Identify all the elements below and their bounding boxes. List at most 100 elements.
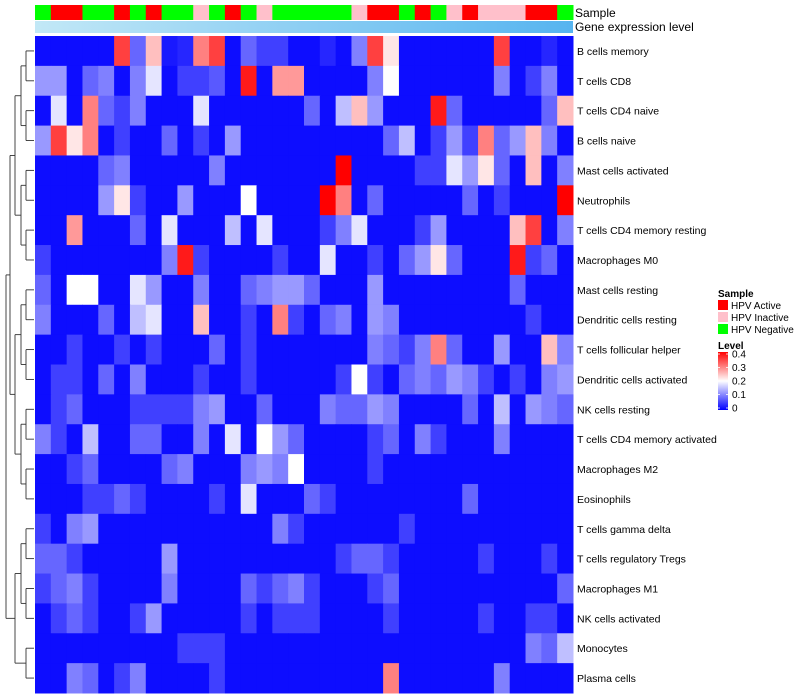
heatmap-cell	[66, 603, 83, 634]
heatmap-cell	[193, 155, 210, 186]
heatmap-cell	[161, 185, 178, 216]
heatmap-cell	[319, 274, 337, 306]
heatmap-cell	[114, 95, 131, 127]
sample-annotation-cell	[462, 5, 479, 20]
heatmap-cell	[398, 603, 416, 634]
heatmap-cell	[66, 663, 83, 694]
heatmap-cell	[335, 394, 352, 425]
heatmap-cell	[351, 95, 368, 127]
heatmap-cell	[82, 185, 99, 216]
heatmap-cell	[414, 543, 432, 575]
row-label: Macrophages M1	[577, 583, 658, 595]
heatmap-cell	[114, 424, 131, 455]
heatmap-cell	[66, 274, 83, 306]
heatmap-cell	[351, 394, 368, 425]
heatmap-cell	[462, 394, 479, 425]
heatmap-cell	[256, 185, 273, 216]
heatmap-cell	[240, 334, 258, 365]
heatmap-cell	[541, 334, 558, 365]
heatmap-cell	[256, 513, 273, 545]
heatmap-cell	[177, 663, 194, 694]
heatmap-cell	[493, 364, 511, 395]
heatmap-cell	[398, 125, 416, 156]
heatmap-cell	[509, 633, 527, 664]
heatmap-cell	[288, 304, 305, 336]
heatmap-cell	[351, 155, 368, 186]
heatmap-cell	[367, 543, 384, 575]
heatmap-cell	[224, 603, 242, 634]
heatmap-cell	[541, 65, 558, 97]
heatmap-cell	[541, 603, 558, 634]
heatmap-cell	[414, 513, 432, 545]
heatmap-cell	[50, 513, 68, 545]
heatmap-cell	[50, 543, 68, 575]
heatmap-cell	[129, 274, 147, 306]
heatmap-cell	[304, 483, 321, 515]
heatmap-cell	[525, 573, 542, 604]
heatmap-cell	[430, 483, 447, 515]
heatmap-cell	[161, 483, 178, 515]
heatmap-cell	[66, 424, 83, 455]
heatmap-cell	[66, 304, 83, 336]
heatmap-cell	[82, 663, 99, 694]
heatmap-cell	[319, 454, 337, 485]
heatmap-cell	[193, 454, 210, 485]
heatmap-cell	[177, 334, 194, 365]
heatmap-cell	[430, 215, 447, 246]
heatmap-cell	[240, 573, 258, 604]
heatmap-cell	[525, 394, 542, 425]
heatmap-cell	[98, 185, 115, 216]
heatmap-cell	[319, 155, 337, 186]
heatmap-cell	[256, 95, 273, 127]
heatmap-cell	[272, 125, 289, 156]
heatmap-cell	[383, 454, 400, 485]
heatmap-cell	[367, 36, 384, 67]
heatmap-cell	[98, 483, 115, 515]
heatmap-cell	[82, 573, 99, 604]
heatmap-cell	[145, 543, 163, 575]
heatmap-cell	[161, 334, 178, 365]
heatmap-cell	[304, 573, 321, 604]
heatmap-cell	[319, 394, 337, 425]
heatmap-cell	[509, 543, 527, 575]
heatmap-cell	[145, 334, 163, 365]
heatmap-cell	[430, 394, 447, 425]
heatmap-cell	[509, 245, 527, 276]
heatmap-cell	[319, 364, 337, 395]
heatmap-cell	[462, 424, 479, 455]
heatmap-cell	[209, 394, 226, 425]
row-label: Plasma cells	[577, 673, 636, 685]
heatmap-cell	[224, 513, 242, 545]
heatmap-cell	[224, 95, 242, 127]
heatmap-cell	[224, 274, 242, 306]
heatmap-cell	[383, 95, 400, 127]
heatmap-cell	[541, 304, 558, 336]
heatmap-cell	[129, 573, 147, 604]
row-label: T cells CD4 memory activated	[577, 434, 717, 446]
heatmap-cell	[462, 274, 479, 306]
heatmap-cell	[557, 274, 574, 306]
heatmap-cell	[383, 245, 400, 276]
heatmap-cell	[129, 543, 147, 575]
heatmap-cell	[177, 513, 194, 545]
heatmap-cell	[541, 633, 558, 664]
heatmap-cell	[383, 513, 400, 545]
sample-annotation-cell	[541, 5, 558, 20]
heatmap-cell	[398, 543, 416, 575]
heatmap-cell	[351, 454, 368, 485]
heatmap-cell	[66, 36, 83, 67]
heatmap-cell	[446, 215, 463, 246]
heatmap-cell	[50, 95, 68, 127]
heatmap-cell	[98, 274, 115, 306]
heatmap-cell	[398, 274, 416, 306]
heatmap-cell	[367, 304, 384, 336]
heatmap-cell	[509, 663, 527, 694]
heatmap-cell	[541, 663, 558, 694]
heatmap-cell	[256, 663, 273, 694]
heatmap-cell	[304, 215, 321, 246]
heatmap-cell	[462, 334, 479, 365]
heatmap-cell	[525, 424, 542, 455]
heatmap-cell	[272, 65, 289, 97]
heatmap-cell	[114, 513, 131, 545]
heatmap-cell	[335, 483, 352, 515]
